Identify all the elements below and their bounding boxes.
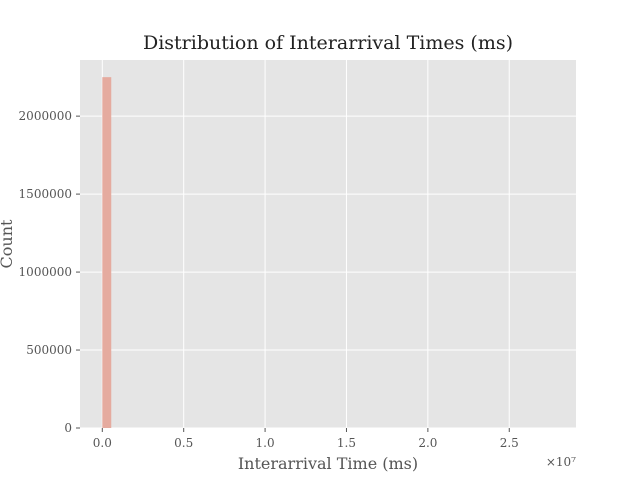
y-axis-label: Count	[0, 219, 16, 268]
chart-title: Distribution of Interarrival Times (ms)	[143, 32, 513, 54]
y-tick-label: 0	[64, 421, 72, 435]
x-tick-label: 2.0	[418, 436, 437, 450]
y-tick-label: 500000	[26, 343, 72, 357]
x-axis-label: Interarrival Time (ms)	[238, 454, 418, 473]
x-tick-label: 1.5	[337, 436, 356, 450]
plot-area	[80, 60, 576, 428]
x-tick-label: 2.5	[500, 436, 519, 450]
histogram-bar	[102, 77, 112, 429]
grid-lines	[80, 60, 576, 429]
y-tick-label: 1500000	[19, 187, 72, 201]
x-tick-label: 1.0	[256, 436, 275, 450]
y-axis-ticks: 0 500000 1000000 1500000 2000000	[19, 109, 80, 435]
histogram-bars	[102, 77, 112, 429]
x-tick-label: 0.5	[174, 436, 193, 450]
y-tick-label: 2000000	[19, 109, 72, 123]
y-tick-label: 1000000	[19, 265, 72, 279]
x-tick-label: 0.0	[93, 436, 112, 450]
x-axis-offset-label: ×10⁷	[546, 455, 576, 469]
x-axis-ticks: 0.0 0.5 1.0 1.5 2.0 2.5	[93, 428, 519, 450]
